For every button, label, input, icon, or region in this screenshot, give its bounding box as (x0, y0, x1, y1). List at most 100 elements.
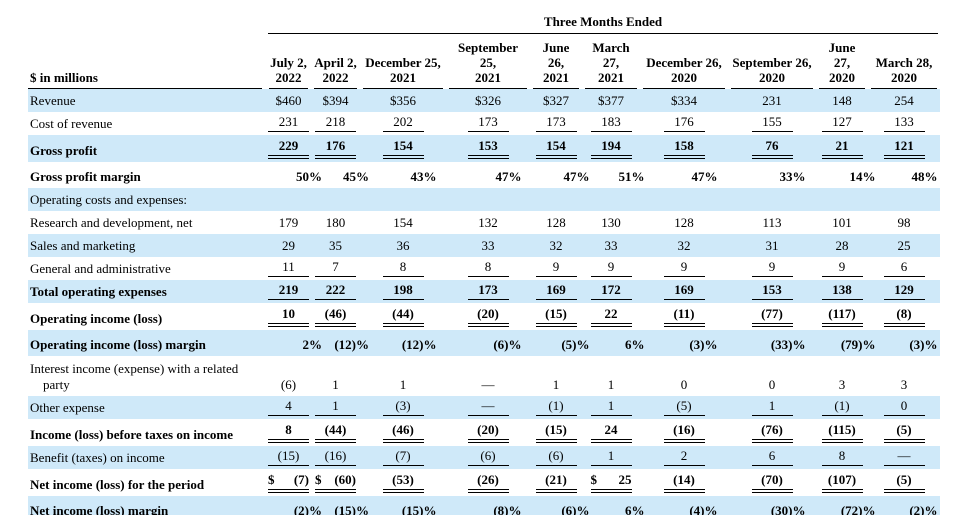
cell-value: 45% (343, 168, 369, 184)
cell-value: (79)% (840, 336, 876, 352)
cell-value: 154 (535, 138, 577, 159)
cell-value: (15)% (401, 502, 437, 515)
cell-value: (6)% (561, 502, 590, 515)
cell-value: 1 (399, 376, 407, 392)
cell-value: 48% (911, 168, 938, 184)
cell: (15) (530, 419, 582, 446)
cell: 25 (868, 234, 940, 257)
cell-value: (8)% (493, 502, 522, 515)
cell-value: 154 (393, 214, 413, 230)
cell-value: 129 (883, 282, 925, 300)
cell-value: 254 (894, 92, 914, 108)
cell: $25 (582, 469, 640, 496)
cell-value: (15) (535, 422, 577, 443)
cell: 35 (311, 234, 360, 257)
cell: 128 (530, 211, 582, 234)
cell: 9 (530, 257, 582, 280)
cell-value: 202 (382, 114, 424, 132)
cell: 51% (582, 162, 645, 188)
cell: 28 (816, 234, 868, 257)
row-label: Benefit (taxes) on income (30, 449, 165, 465)
cell-value: 229 (268, 138, 309, 159)
column-header-text: June 26, 2021 (533, 38, 579, 89)
cell-value: (12)% (401, 336, 437, 352)
cell (266, 188, 311, 211)
table-row: Sales and marketing 29 35 36 33 32 33 32 31 28 25 (28, 233, 941, 257)
title-spacer (28, 8, 266, 38)
cell: 183 (582, 112, 640, 135)
column-month: December 25, (365, 54, 441, 70)
cell: (20) (446, 419, 530, 446)
row-label: Sales and marketing (30, 237, 136, 253)
cell: (5) (640, 396, 728, 419)
cell: 47% (530, 162, 590, 188)
cell: (2)% (868, 496, 940, 515)
cell: 180 (311, 211, 360, 234)
table-row: Operating income (loss) margin 2% (12)% (12… (28, 329, 941, 356)
cell: 8 (266, 419, 311, 446)
cell-value: $ (7) (268, 472, 309, 493)
cell: 229 (266, 135, 311, 162)
cell: (5) (868, 419, 940, 446)
table-row: Gross profit margin 50% 45% 43% 47% 47% 51% 47%… (28, 162, 940, 188)
cell-value: (46) (382, 422, 424, 443)
cell: 6% (582, 496, 645, 515)
cell: $326 (446, 89, 530, 112)
table-row: Revenue $460 $394 $356 $326 $327 $377 $334 231 14… (28, 88, 941, 112)
cell: (26) (446, 469, 530, 496)
cell-value: 113 (762, 214, 782, 230)
cell-value: (5) (663, 398, 705, 416)
table-row: Research and development, net 179 180 154 13… (28, 211, 940, 234)
row-label: General and administrative (30, 260, 171, 276)
cell-value: (3)% (909, 336, 938, 352)
cell-value: 25 (897, 237, 911, 253)
cell: (5) (868, 469, 940, 496)
cell-value: 128 (674, 214, 694, 230)
cell: (15)% (360, 496, 446, 515)
row-label: Income (loss) before taxes on income (30, 426, 234, 442)
cell: (44) (360, 303, 446, 330)
cell: 9 (728, 257, 816, 280)
amount: (60) (334, 472, 356, 488)
row-label: Operating income (loss) margin (30, 336, 206, 352)
cell-value: 2% (302, 336, 323, 352)
cell-value: 7 (315, 259, 356, 277)
cell: 153 (446, 135, 530, 162)
cell: (15) (266, 446, 311, 469)
cell-value: (2)% (909, 502, 938, 515)
cell-value: 50% (296, 168, 322, 184)
cell: 138 (816, 280, 868, 303)
amount: 25 (618, 472, 632, 488)
cell: $460 (266, 89, 311, 112)
cell-value: 51% (618, 168, 645, 184)
cell: 24 (582, 419, 640, 446)
cell-value: 121 (883, 138, 925, 159)
table-title: Three Months Ended (268, 8, 939, 34)
table-body: Revenue $460 $394 $356 $326 $327 $377 $334 231 14… (28, 88, 941, 515)
cell-value: 173 (467, 282, 509, 300)
cell-value: (72)% (840, 502, 876, 515)
currency-symbol: $ (590, 472, 598, 488)
table-row: Benefit (taxes) on income (15) (16) (7) (6) (… (28, 445, 941, 469)
cell (582, 188, 640, 211)
cell: (7) (360, 446, 446, 469)
cell: 173 (446, 280, 530, 303)
cell: 222 (311, 280, 360, 303)
cell-value: 153 (751, 282, 793, 300)
cell-value: 98 (897, 214, 911, 230)
cell-value: 32 (677, 237, 691, 253)
cell-value: (70) (751, 472, 793, 493)
cell-value: 22 (590, 306, 632, 327)
cell-value: 1 (590, 448, 632, 466)
cell-value: (33)% (770, 336, 806, 352)
cell-value: (6) (467, 448, 509, 466)
cell: (12)% (311, 330, 369, 356)
cell-value: 133 (883, 114, 925, 132)
cell (640, 188, 728, 211)
cell-value: 172 (590, 282, 632, 300)
column-header-1: July 2, 2022 (266, 38, 311, 89)
cell-value: 169 (663, 282, 705, 300)
cell-value: (5) (883, 472, 925, 493)
cell: 8 (360, 257, 446, 280)
cell-value: (11) (663, 306, 705, 327)
